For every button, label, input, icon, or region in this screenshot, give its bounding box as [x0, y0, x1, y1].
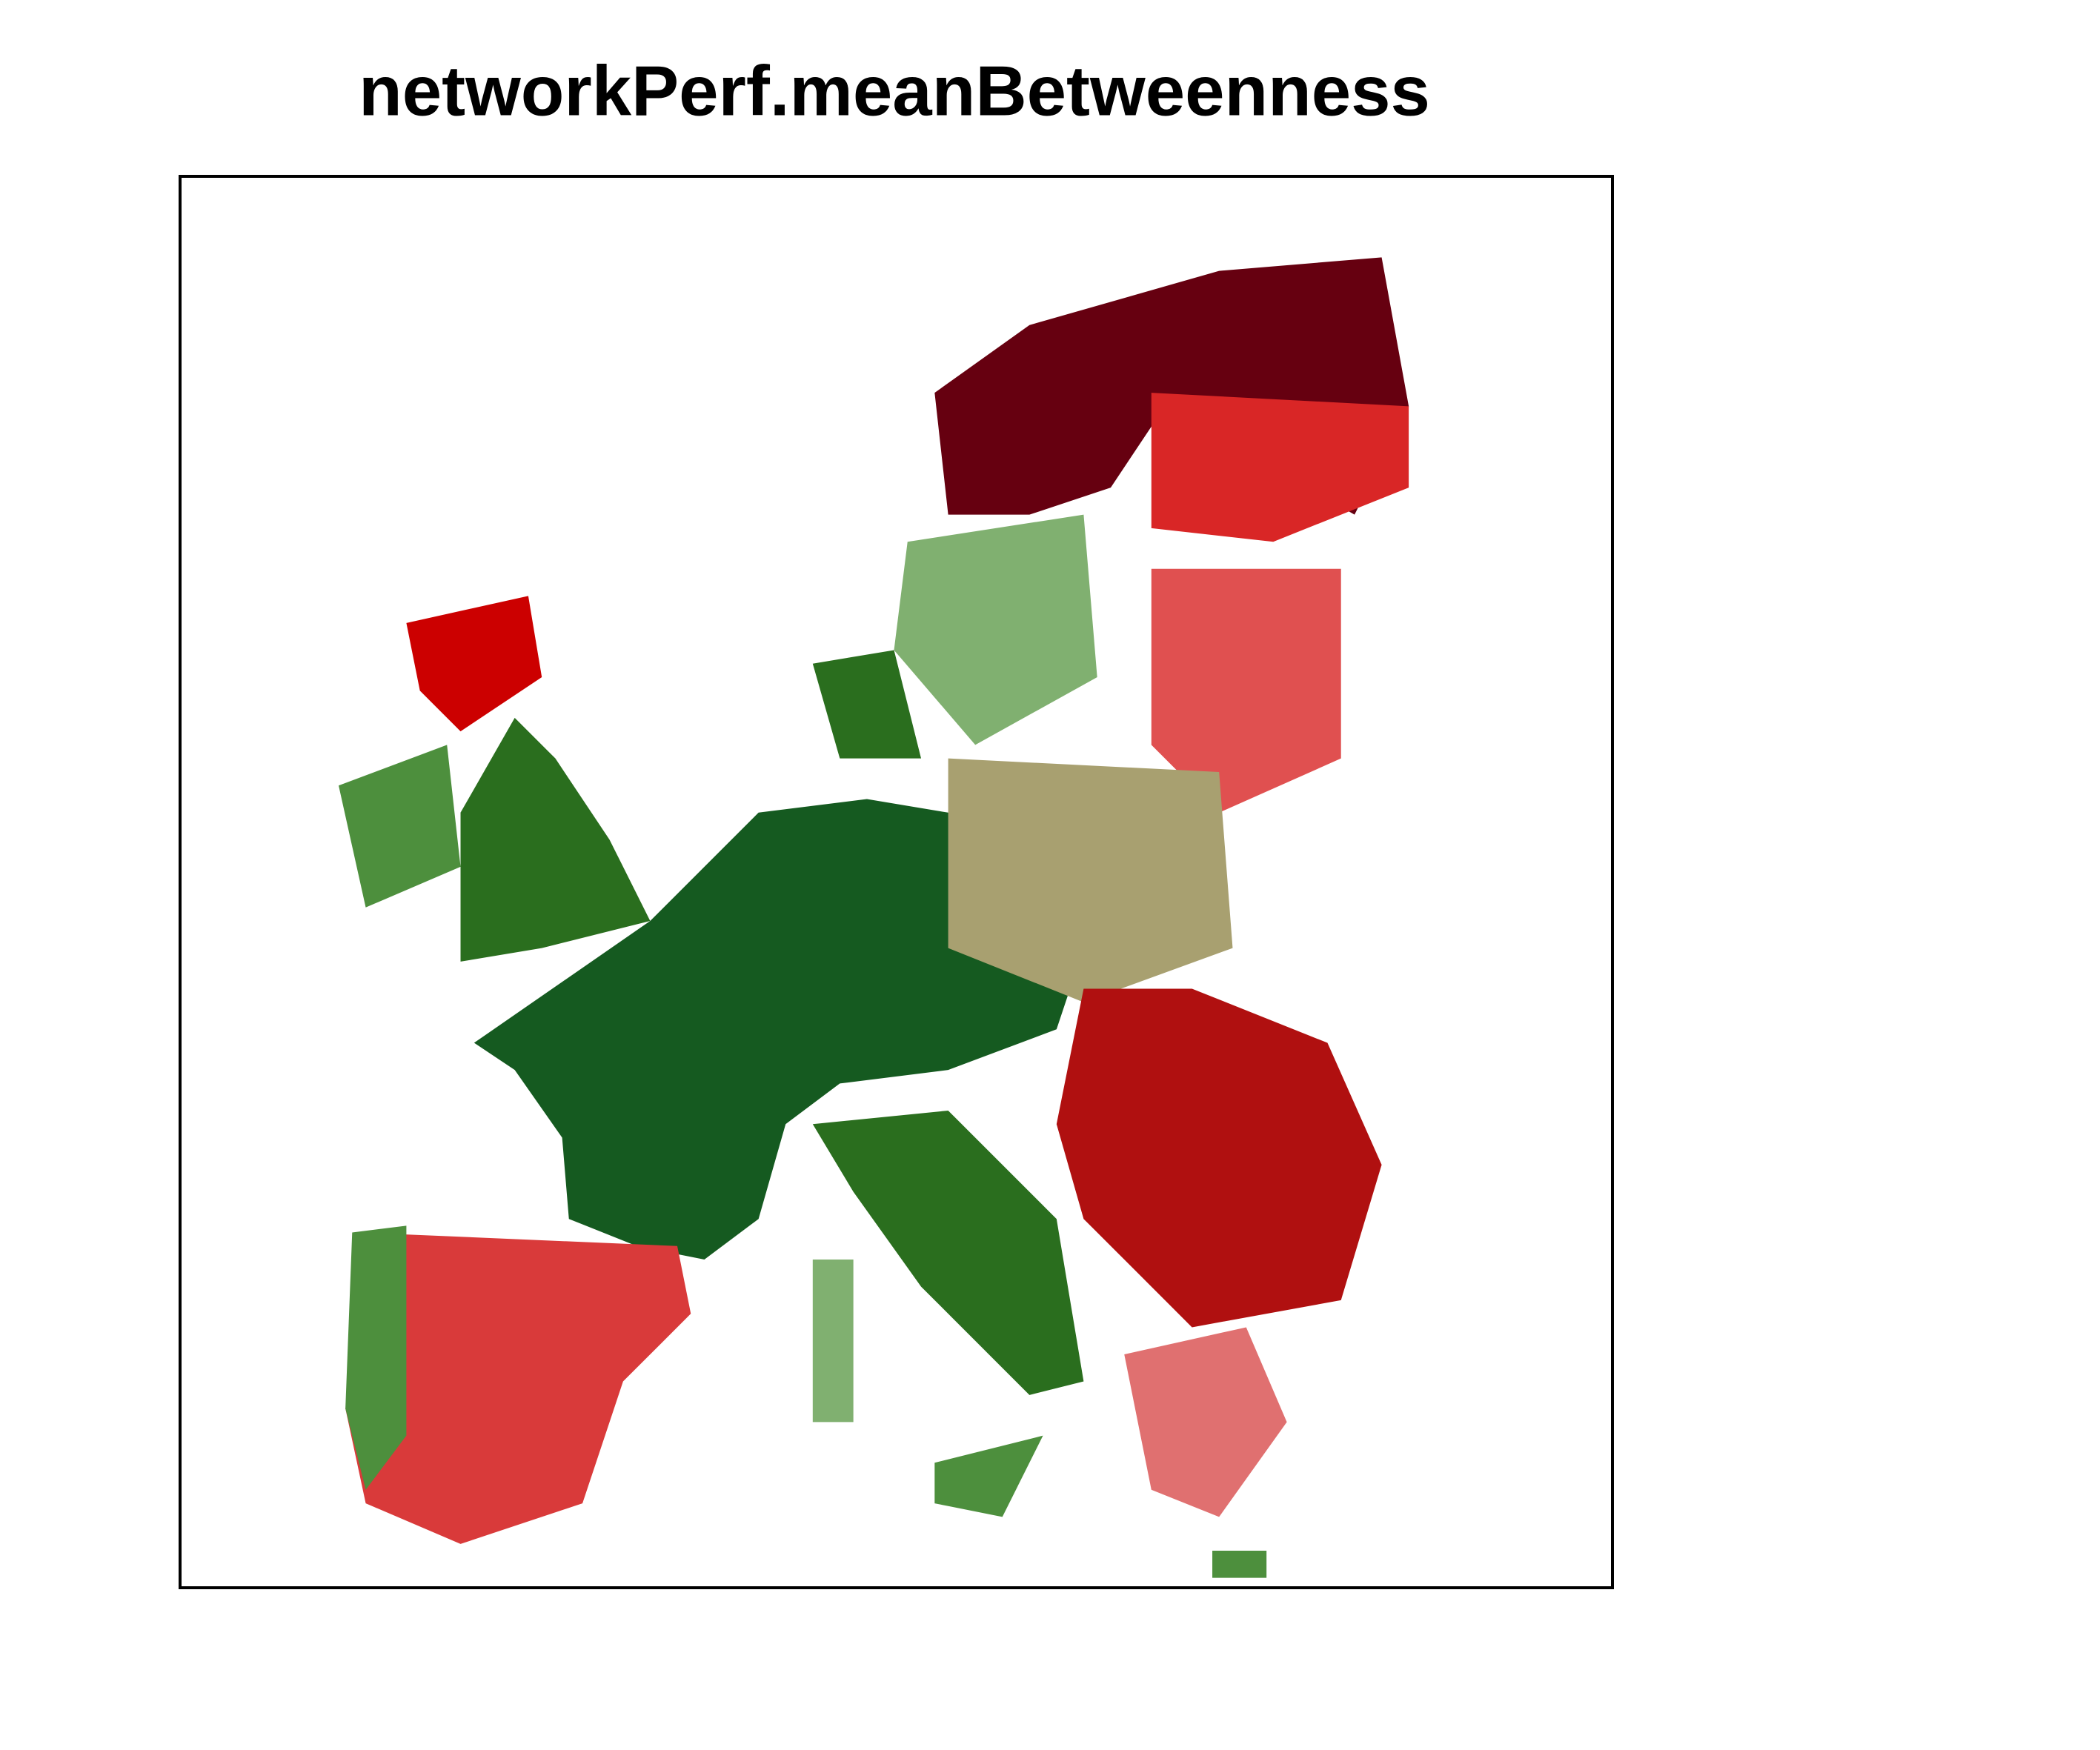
- raster-map: [339, 257, 1409, 1578]
- region: [1124, 1327, 1287, 1517]
- region: [934, 1435, 1043, 1517]
- region: [345, 1225, 407, 1490]
- region: [812, 650, 922, 759]
- region: [1056, 988, 1382, 1328]
- region: [1151, 568, 1341, 813]
- plot-frame: [179, 175, 1614, 1589]
- region: [812, 1110, 1084, 1395]
- region: [812, 1260, 854, 1423]
- chart-title: networkPerf.meanBetweenness: [359, 51, 1430, 130]
- region: [1151, 393, 1409, 542]
- region: [1212, 1551, 1267, 1578]
- region: [894, 514, 1097, 745]
- region: [460, 717, 651, 962]
- region: [339, 745, 461, 908]
- region: [474, 799, 1084, 1260]
- region: [406, 596, 542, 732]
- region: [948, 758, 1233, 1002]
- region: [345, 1232, 691, 1544]
